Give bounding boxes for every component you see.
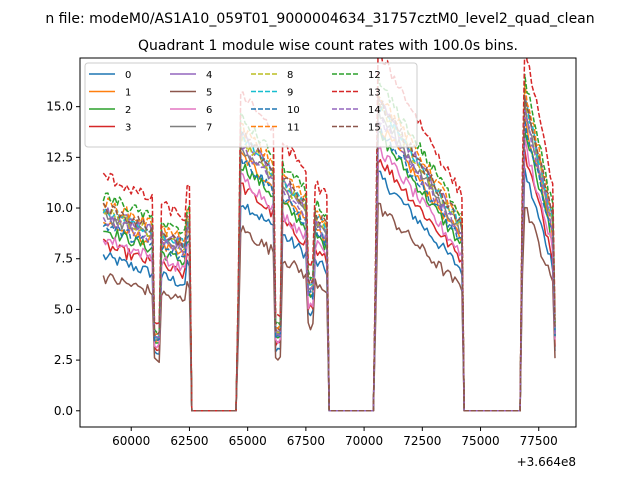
legend-label-14: 14 (368, 105, 381, 116)
legend-label-10: 10 (287, 105, 300, 116)
x-tick-label: 67500 (287, 434, 325, 448)
y-axis: 0.0 2.5 5.0 7.5 10.0 12.5 15.0 (46, 100, 80, 418)
legend-label-15: 15 (368, 123, 381, 134)
series-line-15 (102, 95, 556, 412)
legend-label-12: 12 (368, 70, 381, 81)
legend-label-11: 11 (287, 123, 300, 134)
y-tick-label: 12.5 (46, 150, 73, 164)
legend-label-5: 5 (206, 88, 212, 99)
y-tick-label: 7.5 (54, 252, 73, 266)
x-tick-label: 75000 (461, 434, 499, 448)
x-axis: 60000 62500 65000 67500 70000 72500 75000 77500 (112, 427, 558, 448)
legend-label-3: 3 (125, 123, 131, 134)
legend-label-6: 6 (206, 105, 212, 116)
x-tick-label: 60000 (112, 434, 150, 448)
y-tick-label: 5.0 (54, 302, 73, 316)
legend-label-7: 7 (206, 123, 212, 134)
y-tick-label: 15.0 (46, 100, 73, 114)
legend-label-8: 8 (287, 70, 293, 81)
plot-lines (102, 58, 556, 412)
y-tick-label: 2.5 (54, 353, 73, 367)
figure-suptitle: n file: modeM0/AS1A10_059T01_9000004634_… (45, 11, 594, 27)
x-offset-label: +3.664e8 (517, 455, 576, 469)
legend-label-4: 4 (206, 70, 212, 81)
x-tick-label: 62500 (170, 434, 208, 448)
plot-frame (79, 57, 577, 428)
legend-label-9: 9 (287, 88, 293, 99)
y-tick-label: 0.0 (54, 404, 73, 418)
legend-label-1: 1 (125, 88, 131, 99)
legend-label-2: 2 (125, 105, 131, 116)
chart-title: Quadrant 1 module wise count rates with … (138, 38, 518, 54)
legend-label-13: 13 (368, 88, 381, 99)
legend-label-0: 0 (125, 70, 131, 81)
series-line-14 (102, 108, 556, 412)
series-line-13 (102, 58, 556, 412)
x-tick-label: 65000 (229, 434, 267, 448)
y-tick-label: 10.0 (46, 201, 73, 215)
x-tick-label: 77500 (520, 434, 558, 448)
x-tick-label: 70000 (345, 434, 383, 448)
x-tick-label: 72500 (403, 434, 441, 448)
